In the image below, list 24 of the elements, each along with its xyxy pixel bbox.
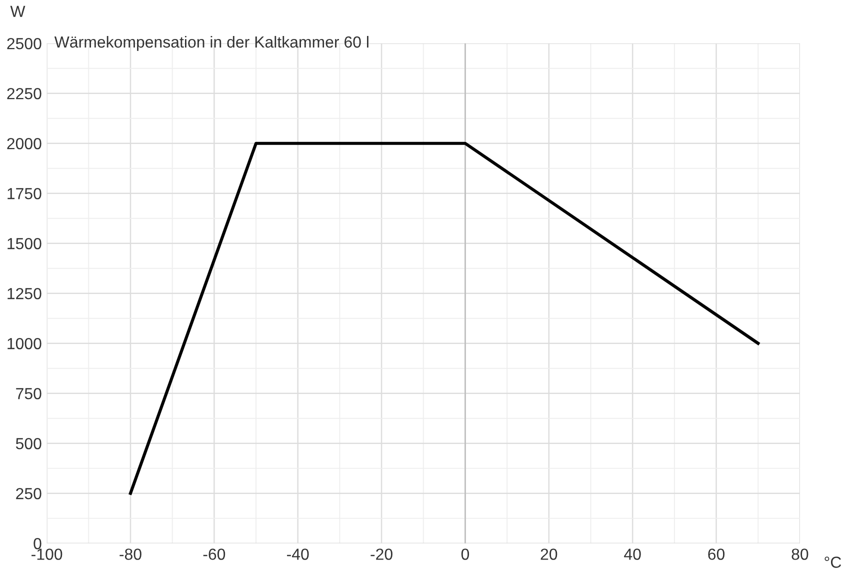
x-tick-label: -100 xyxy=(32,548,62,560)
y-tick-label: 250 xyxy=(16,488,42,500)
y-tick-label: 750 xyxy=(16,388,42,400)
y-tick-label: 1250 xyxy=(8,288,42,300)
x-tick-label: -80 xyxy=(120,548,142,560)
x-tick-label: -60 xyxy=(203,548,226,560)
y-tick-label: 1750 xyxy=(8,188,42,200)
y-tick-label: 0 xyxy=(34,538,42,550)
chart-title: Wärmekompensation in der Kaltkammer 60 l xyxy=(54,36,368,51)
x-tick-label: 20 xyxy=(540,548,558,560)
x-tick-label: -20 xyxy=(370,548,392,560)
x-tick-label: 40 xyxy=(624,548,641,560)
x-tick-label: -40 xyxy=(287,548,309,560)
y-tick-label: 1500 xyxy=(8,238,42,250)
y-tick-label: 2250 xyxy=(7,88,42,100)
y-tick-label: 1000 xyxy=(8,338,42,350)
y-tick-label: 2500 xyxy=(7,38,42,50)
y-tick-label: 500 xyxy=(16,438,42,450)
x-axis-title: °C xyxy=(824,556,842,568)
x-tick-label: 60 xyxy=(708,548,725,560)
y-tick-label: 2000 xyxy=(7,138,42,150)
y-axis-title: W xyxy=(10,6,26,17)
x-tick-label: 0 xyxy=(461,548,470,560)
x-tick-label: 80 xyxy=(792,548,808,560)
